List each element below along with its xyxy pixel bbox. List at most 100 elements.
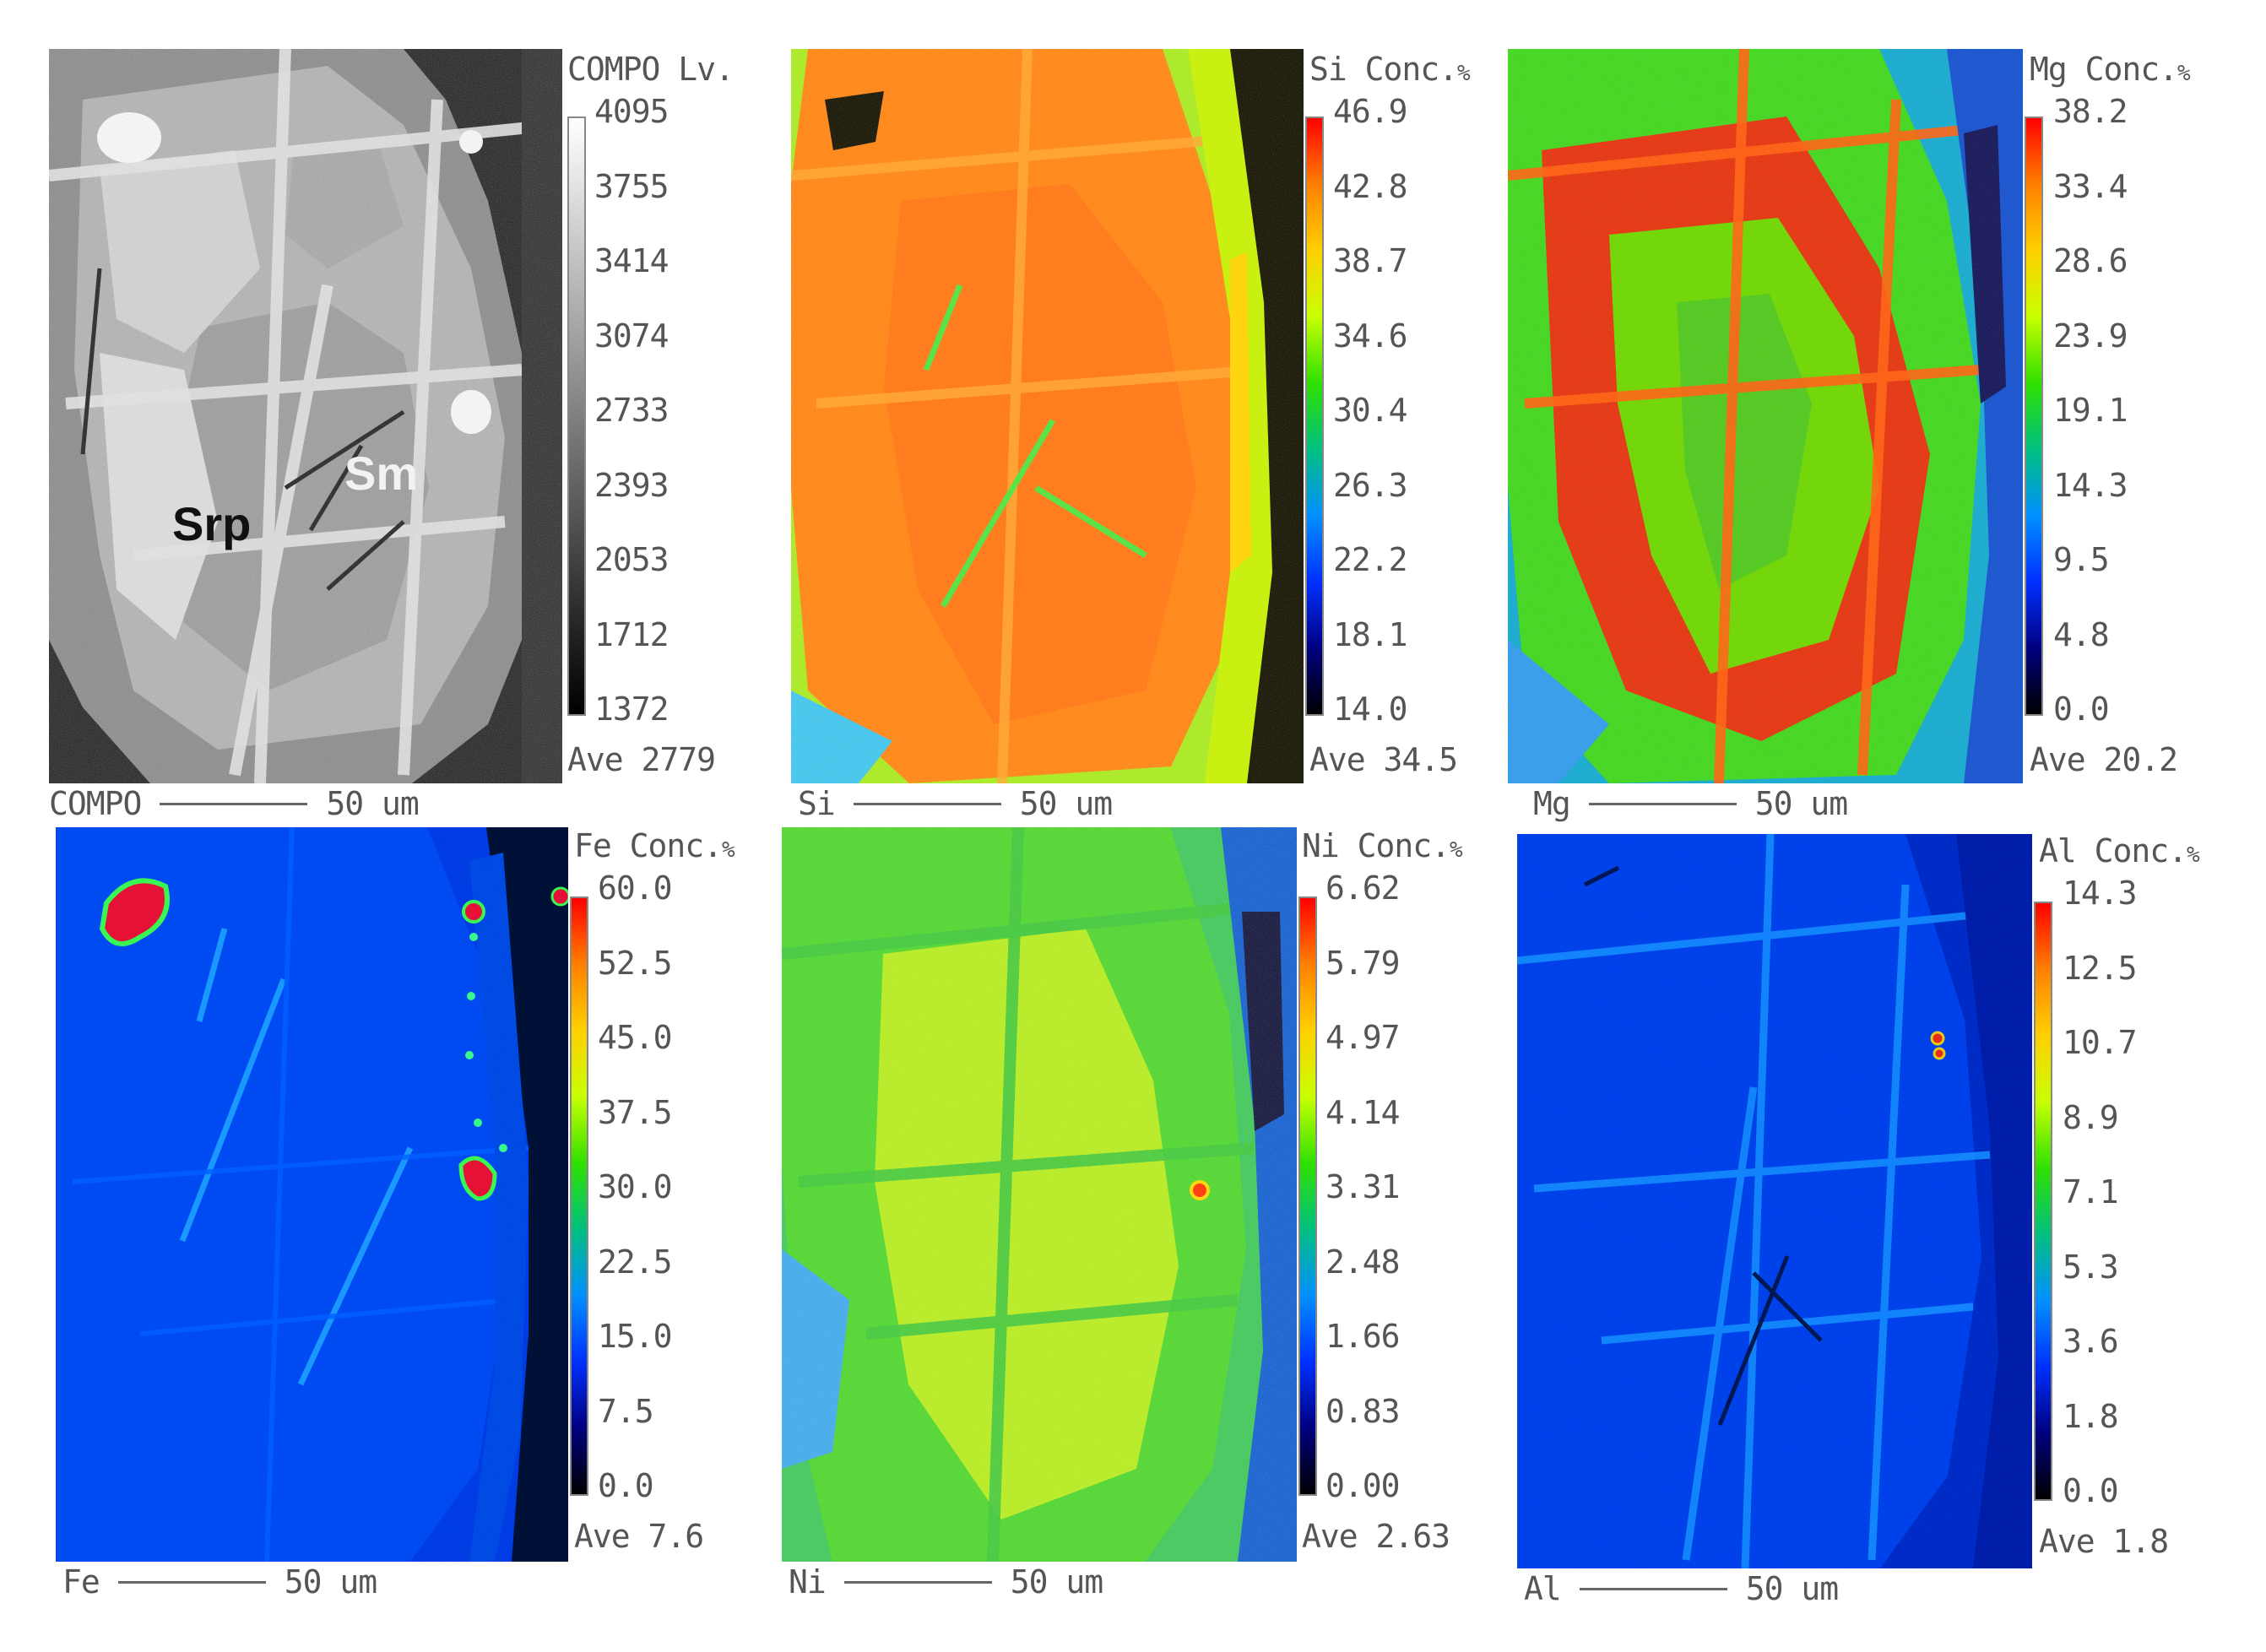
mg-map-image [1508,49,2023,783]
compo-colorbar-tick: 3755 [594,167,670,205]
mg-scale-line [1588,802,1737,805]
ni-colorbar [1298,896,1317,1496]
si-scale-label: Si [798,785,836,822]
fe-scale-line [117,1580,266,1584]
al-colorbar-tick: 12.5 [2063,949,2138,987]
compo-colorbar-tick: 3414 [594,242,670,279]
mg-colorbar-tick: 38.2 [2053,93,2128,130]
mg-colorbar-tick: 19.1 [2053,392,2128,429]
si-average: Ave 34.5 [1309,741,1458,778]
fe-colorbar-tick: 60.0 [598,869,673,907]
compo-colorbar-title: COMPO Lv. [567,51,735,88]
mineral-label-sm: Sm [344,447,419,500]
ni-colorbar-tick: 6.62 [1325,869,1401,907]
al-colorbar-tick: 14.3 [2063,875,2138,912]
fe-colorbar-tick: 0.0 [598,1467,654,1504]
mg-scale-bar: Mg 50 um [1533,785,1848,822]
al-title-unit: % [2187,842,2200,868]
si-colorbar-tick: 30.4 [1333,392,1408,429]
compo-colorbar-tick: 3074 [594,317,670,355]
al-colorbar-tick: 3.6 [2063,1323,2119,1360]
al-colorbar-tick: 0.0 [2063,1472,2119,1509]
fe-colorbar [570,896,588,1496]
compo-colorbar [567,116,586,716]
fe-colorbar-tick: 15.0 [598,1318,673,1355]
mineral-label-srp: Srp [172,497,252,550]
fe-title-text: Fe Conc. [574,827,723,864]
ni-title-unit: % [1450,837,1463,863]
al-scale-value: 50 um [1745,1570,1839,1607]
compo-title-text: COMPO Lv. [567,51,735,88]
mg-title-unit: % [2177,61,2191,86]
ni-colorbar-tick: 4.14 [1325,1093,1401,1131]
mg-colorbar-tick: 0.0 [2053,691,2110,728]
ni-colorbar-tick: 4.97 [1325,1019,1401,1056]
si-colorbar-tick: 38.7 [1333,242,1408,279]
fe-colorbar-tick: 30.0 [598,1168,673,1205]
si-scale-bar: Si 50 um [798,785,1113,822]
ni-average: Ave 2.63 [1302,1518,1450,1555]
al-scale-label: Al [1524,1570,1562,1607]
mg-colorbar-tick: 9.5 [2053,541,2110,578]
al-colorbar-title: Al Conc.% [2039,832,2200,869]
al-title-text: Al Conc. [2039,832,2187,869]
ni-scale-label: Ni [789,1563,827,1601]
compo-scale-line [160,802,308,805]
ni-colorbar-title: Ni Conc.% [1302,827,1463,864]
si-scale-value: 50 um [1019,785,1113,822]
compo-colorbar-tick: 2053 [594,541,670,578]
mg-colorbar-tick: 4.8 [2053,615,2110,653]
ni-colorbar-tick: 5.79 [1325,944,1401,982]
ni-title-text: Ni Conc. [1302,827,1450,864]
ni-scale-bar: Ni 50 um [789,1563,1103,1601]
ni-colorbar-tick: 2.48 [1325,1243,1401,1281]
fe-colorbar-tick: 37.5 [598,1093,673,1131]
fe-colorbar-tick: 45.0 [598,1019,673,1056]
si-colorbar-title: Si Conc.% [1309,51,1471,88]
al-colorbar-tick: 10.7 [2063,1024,2138,1061]
mg-map-graphic [1508,49,2023,783]
fe-scale-label: Fe [62,1563,100,1601]
fe-colorbar-title: Fe Conc.% [574,827,735,864]
ni-scale-line [843,1580,992,1584]
fe-map-image [56,827,568,1562]
compo-average: Ave 2779 [567,741,716,778]
ni-map-image [782,827,1297,1562]
al-colorbar-tick: 7.1 [2063,1173,2119,1211]
mg-colorbar-tick: 28.6 [2053,242,2128,279]
mg-average: Ave 20.2 [2030,741,2178,778]
al-scale-line [1579,1587,1727,1590]
compo-scale-bar: COMPO 50 um [49,785,420,822]
compo-scale-value: 50 um [326,785,419,822]
ni-map-graphic [782,827,1297,1562]
ni-colorbar-tick: 0.83 [1325,1392,1401,1430]
fe-colorbar-tick: 7.5 [598,1392,654,1430]
ni-scale-value: 50 um [1010,1563,1103,1601]
mg-colorbar [2025,116,2043,716]
al-scale-bar: Al 50 um [1524,1570,1839,1607]
mg-colorbar-tick: 23.9 [2053,317,2128,355]
si-colorbar-tick: 26.3 [1333,466,1408,504]
si-map-image [791,49,1304,783]
si-scale-line [853,802,1001,805]
fe-scale-bar: Fe 50 um [62,1563,377,1601]
ni-colorbar-tick: 0.00 [1325,1467,1401,1504]
al-map-image [1517,834,2032,1568]
si-colorbar-tick: 46.9 [1333,93,1408,130]
si-colorbar-tick: 22.2 [1333,541,1408,578]
al-colorbar-tick: 5.3 [2063,1248,2119,1286]
mg-colorbar-tick: 33.4 [2053,167,2128,205]
compo-colorbar-tick: 4095 [594,93,670,130]
fe-scale-value: 50 um [284,1563,377,1601]
al-colorbar-tick: 8.9 [2063,1098,2119,1136]
mg-colorbar-title: Mg Conc.% [2030,51,2191,88]
mg-colorbar-tick: 14.3 [2053,466,2128,504]
compo-colorbar-tick: 1372 [594,691,670,728]
fe-colorbar-tick: 22.5 [598,1243,673,1281]
si-title-unit: % [1457,61,1471,86]
compo-map-graphic [49,49,562,783]
mg-title-text: Mg Conc. [2030,51,2178,88]
ni-colorbar-tick: 1.66 [1325,1318,1401,1355]
fe-colorbar-tick: 52.5 [598,944,673,982]
si-title-text: Si Conc. [1309,51,1458,88]
